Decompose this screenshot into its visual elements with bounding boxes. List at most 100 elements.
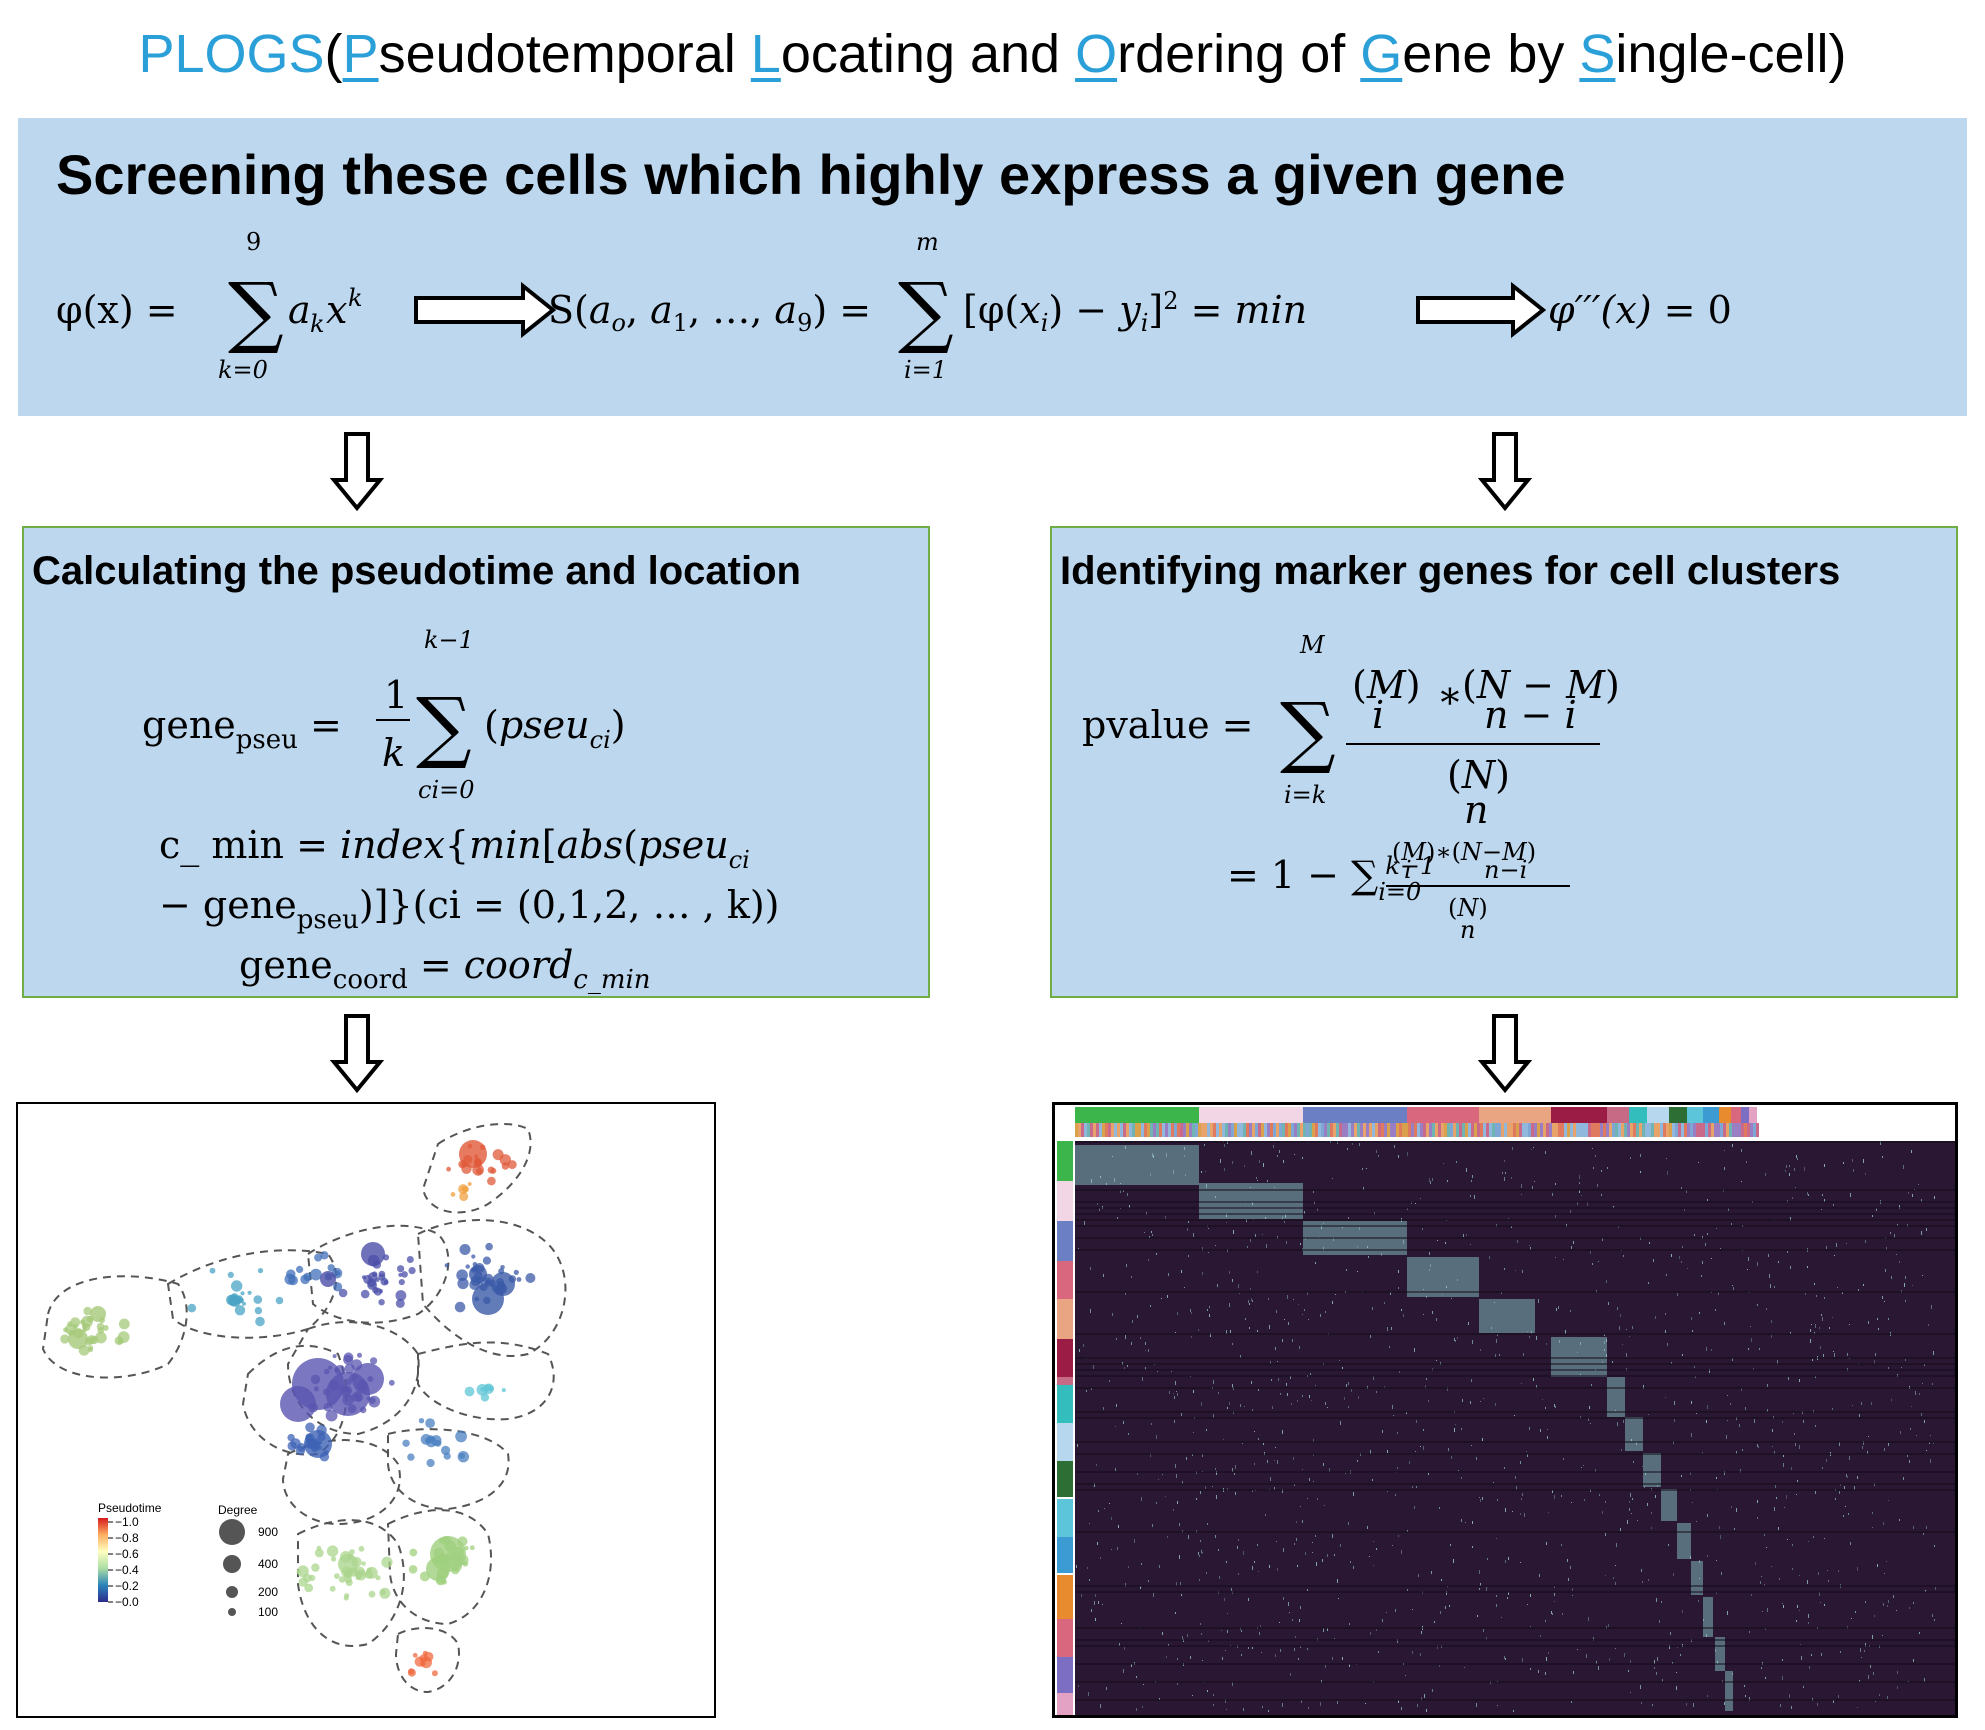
cell-node [357, 1352, 362, 1358]
expression-cell [1651, 1512, 1652, 1514]
expression-cell [1545, 1151, 1546, 1154]
expression-cell [1397, 1432, 1398, 1434]
expression-cell [1276, 1541, 1277, 1542]
expression-cell [1241, 1630, 1242, 1632]
sample-annotation [1228, 1123, 1231, 1137]
expression-cell [1496, 1595, 1497, 1597]
expression-cell [1520, 1562, 1521, 1563]
sample-annotation [1378, 1123, 1381, 1137]
expression-cell [1116, 1338, 1117, 1340]
sample-annotation [1480, 1123, 1483, 1137]
svg-text:m: m [916, 228, 939, 256]
expression-cell [1820, 1602, 1821, 1603]
expression-cell [1387, 1450, 1388, 1453]
expression-cell [1897, 1686, 1898, 1689]
expression-cell [1699, 1312, 1700, 1314]
expression-cell [1357, 1271, 1358, 1272]
sample-annotation [1189, 1123, 1192, 1137]
expression-cell [1910, 1428, 1911, 1430]
graph-legend: Pseudotime −1.0−0.8−0.6−0.4−0.2−0.0 Degr… [98, 1501, 278, 1619]
expression-cell [1563, 1259, 1564, 1260]
expression-cell [1622, 1344, 1623, 1345]
expression-cell [1923, 1533, 1924, 1535]
expression-cell [1886, 1247, 1887, 1250]
expression-cell [1795, 1187, 1796, 1188]
expression-cell [1865, 1601, 1866, 1603]
expression-cell [1497, 1499, 1498, 1501]
sample-annotation [1687, 1123, 1690, 1137]
expression-cell [1126, 1264, 1127, 1267]
expression-cell [1604, 1349, 1605, 1351]
sample-annotation [1144, 1123, 1147, 1137]
expression-cell [1619, 1326, 1620, 1330]
expression-cell [1778, 1527, 1779, 1530]
expression-cell [1096, 1464, 1097, 1466]
expression-row [1075, 1291, 1955, 1293]
expression-cell [1799, 1610, 1800, 1611]
cell-node [288, 1275, 298, 1286]
expression-cell [1479, 1588, 1480, 1590]
expression-cell [1251, 1151, 1252, 1155]
expression-cell [1782, 1603, 1783, 1604]
sample-annotation [1594, 1123, 1597, 1137]
expression-cell [1627, 1520, 1628, 1524]
expression-cell [1476, 1457, 1477, 1460]
expression-cell [1924, 1420, 1925, 1423]
expression-cell [1624, 1653, 1625, 1657]
sample-annotation [1429, 1123, 1432, 1137]
expression-cell [1115, 1426, 1116, 1427]
expression-cell [1348, 1522, 1349, 1525]
expression-cell [1167, 1295, 1168, 1298]
cell-node [378, 1273, 386, 1281]
expression-cell [1219, 1576, 1220, 1579]
expression-cell [1581, 1467, 1582, 1468]
expression-cell [1423, 1429, 1424, 1431]
expression-cell [1822, 1317, 1823, 1321]
sample-annotation [1663, 1123, 1666, 1137]
expression-cell [1508, 1557, 1509, 1560]
sample-annotation [1195, 1123, 1198, 1137]
expression-cell [1218, 1392, 1219, 1394]
sample-annotation [1669, 1123, 1672, 1137]
cell-node [412, 1652, 418, 1658]
expression-cell [1208, 1252, 1209, 1253]
cluster-annotation [1551, 1107, 1607, 1123]
cell-node [327, 1264, 335, 1272]
expression-cell [1259, 1160, 1260, 1163]
expression-cell [1252, 1300, 1253, 1302]
sample-annotation [1300, 1123, 1303, 1137]
expression-cell [1522, 1270, 1523, 1273]
expression-cell [1461, 1428, 1462, 1430]
expression-cell [1373, 1541, 1374, 1542]
gene-cluster-annotation [1057, 1377, 1073, 1385]
title-open-paren: ( [324, 24, 343, 84]
expression-cell [1476, 1703, 1477, 1707]
svg-text:n−i: n−i [1484, 856, 1527, 884]
expression-cell [1199, 1579, 1200, 1581]
expression-cell [1090, 1309, 1091, 1313]
expression-cell [1115, 1468, 1116, 1471]
expression-cell [1546, 1343, 1547, 1345]
expression-cell [1428, 1400, 1429, 1402]
expression-cell [1141, 1497, 1142, 1501]
expression-cell [1662, 1679, 1663, 1682]
expression-cell [1449, 1605, 1450, 1607]
expression-cell [1466, 1168, 1467, 1172]
sample-annotation [1528, 1123, 1531, 1137]
cell-node [275, 1296, 284, 1305]
expression-cell [1129, 1205, 1130, 1208]
expression-cell [1098, 1510, 1099, 1512]
expression-cell [1741, 1149, 1742, 1152]
expression-cell [1732, 1673, 1733, 1675]
expression-cell [1882, 1296, 1883, 1299]
sample-annotation [1444, 1123, 1447, 1137]
cluster-annotation [1629, 1107, 1647, 1123]
expression-cell [1307, 1498, 1308, 1499]
expression-cell [1289, 1612, 1290, 1613]
expression-cell [1242, 1443, 1243, 1444]
sample-annotation [1345, 1123, 1348, 1137]
expression-cell [1325, 1665, 1326, 1668]
expression-cell [1687, 1268, 1688, 1269]
gene-cluster-annotation [1057, 1261, 1073, 1299]
expression-cell [1598, 1261, 1599, 1262]
